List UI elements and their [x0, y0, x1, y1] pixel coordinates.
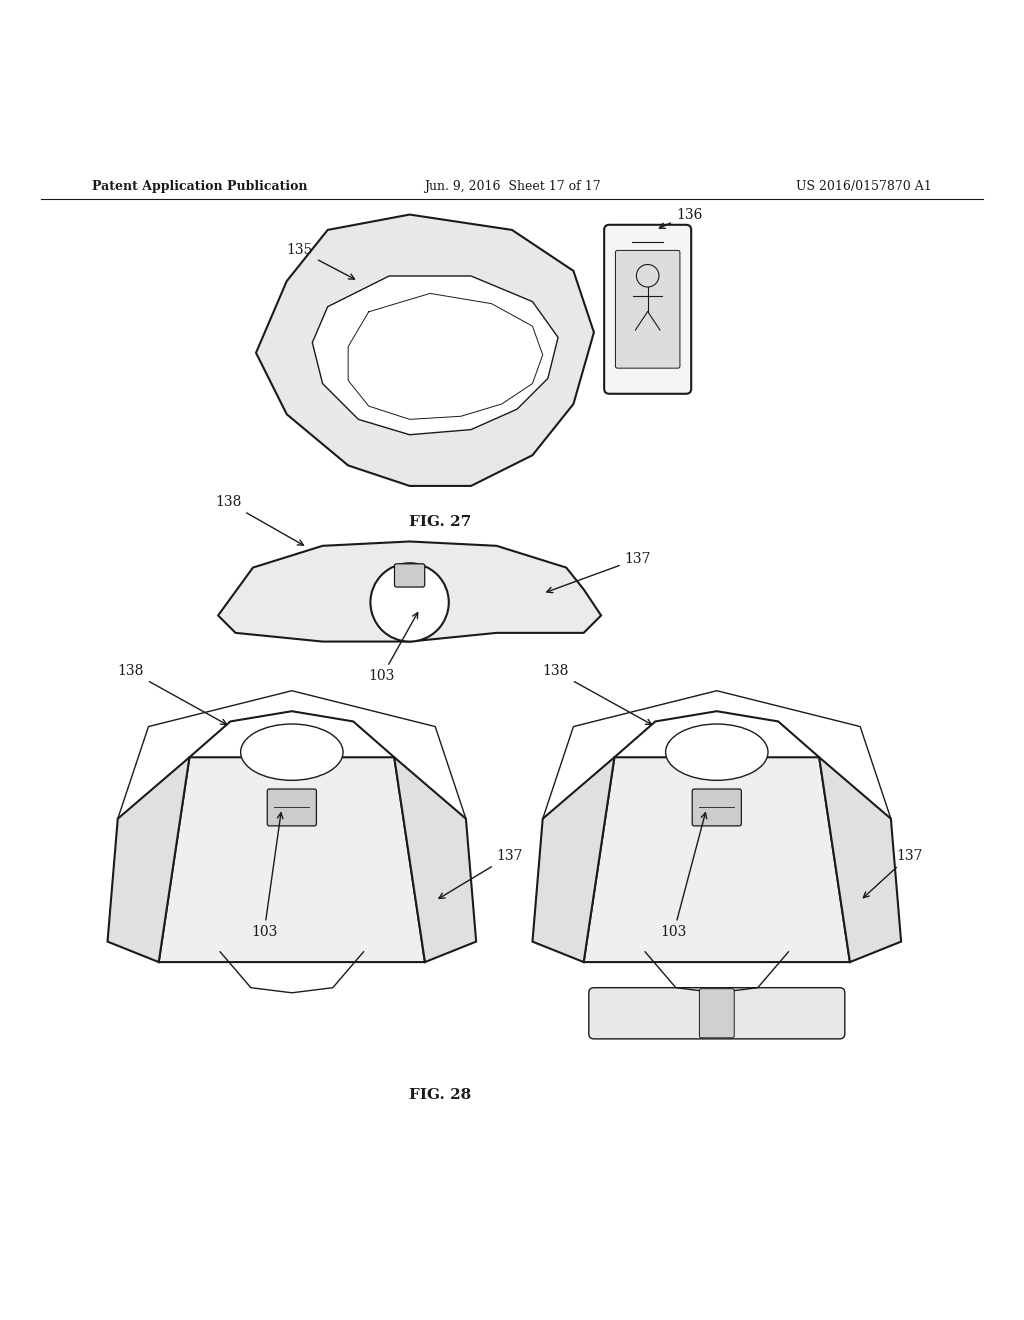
- Text: US 2016/0157870 A1: US 2016/0157870 A1: [796, 181, 932, 194]
- Polygon shape: [256, 215, 594, 486]
- FancyBboxPatch shape: [699, 989, 734, 1038]
- Text: FIG. 28: FIG. 28: [410, 1088, 471, 1102]
- FancyBboxPatch shape: [615, 251, 680, 368]
- Text: 103: 103: [251, 813, 283, 940]
- Text: Jun. 9, 2016  Sheet 17 of 17: Jun. 9, 2016 Sheet 17 of 17: [424, 181, 600, 194]
- Text: 138: 138: [118, 664, 226, 725]
- Text: 103: 103: [660, 813, 707, 940]
- Text: 138: 138: [543, 664, 651, 725]
- Text: 138: 138: [215, 495, 303, 545]
- Ellipse shape: [666, 723, 768, 780]
- Polygon shape: [218, 541, 601, 642]
- Polygon shape: [312, 276, 558, 434]
- FancyBboxPatch shape: [394, 564, 425, 587]
- Polygon shape: [532, 758, 614, 962]
- Circle shape: [371, 564, 449, 642]
- FancyBboxPatch shape: [267, 789, 316, 826]
- Polygon shape: [159, 758, 425, 962]
- Text: 137: 137: [863, 849, 923, 898]
- Ellipse shape: [241, 723, 343, 780]
- FancyBboxPatch shape: [692, 789, 741, 826]
- Text: Patent Application Publication: Patent Application Publication: [92, 181, 307, 194]
- FancyBboxPatch shape: [604, 224, 691, 393]
- Polygon shape: [584, 758, 850, 962]
- Text: 135: 135: [287, 243, 354, 279]
- Text: FIG. 27: FIG. 27: [410, 515, 471, 529]
- Text: 137: 137: [547, 552, 651, 593]
- Text: 103: 103: [369, 612, 418, 684]
- Text: 136: 136: [659, 207, 702, 228]
- Polygon shape: [108, 758, 189, 962]
- Polygon shape: [819, 758, 901, 962]
- Polygon shape: [394, 758, 476, 962]
- FancyBboxPatch shape: [589, 987, 845, 1039]
- Text: 137: 137: [439, 849, 523, 899]
